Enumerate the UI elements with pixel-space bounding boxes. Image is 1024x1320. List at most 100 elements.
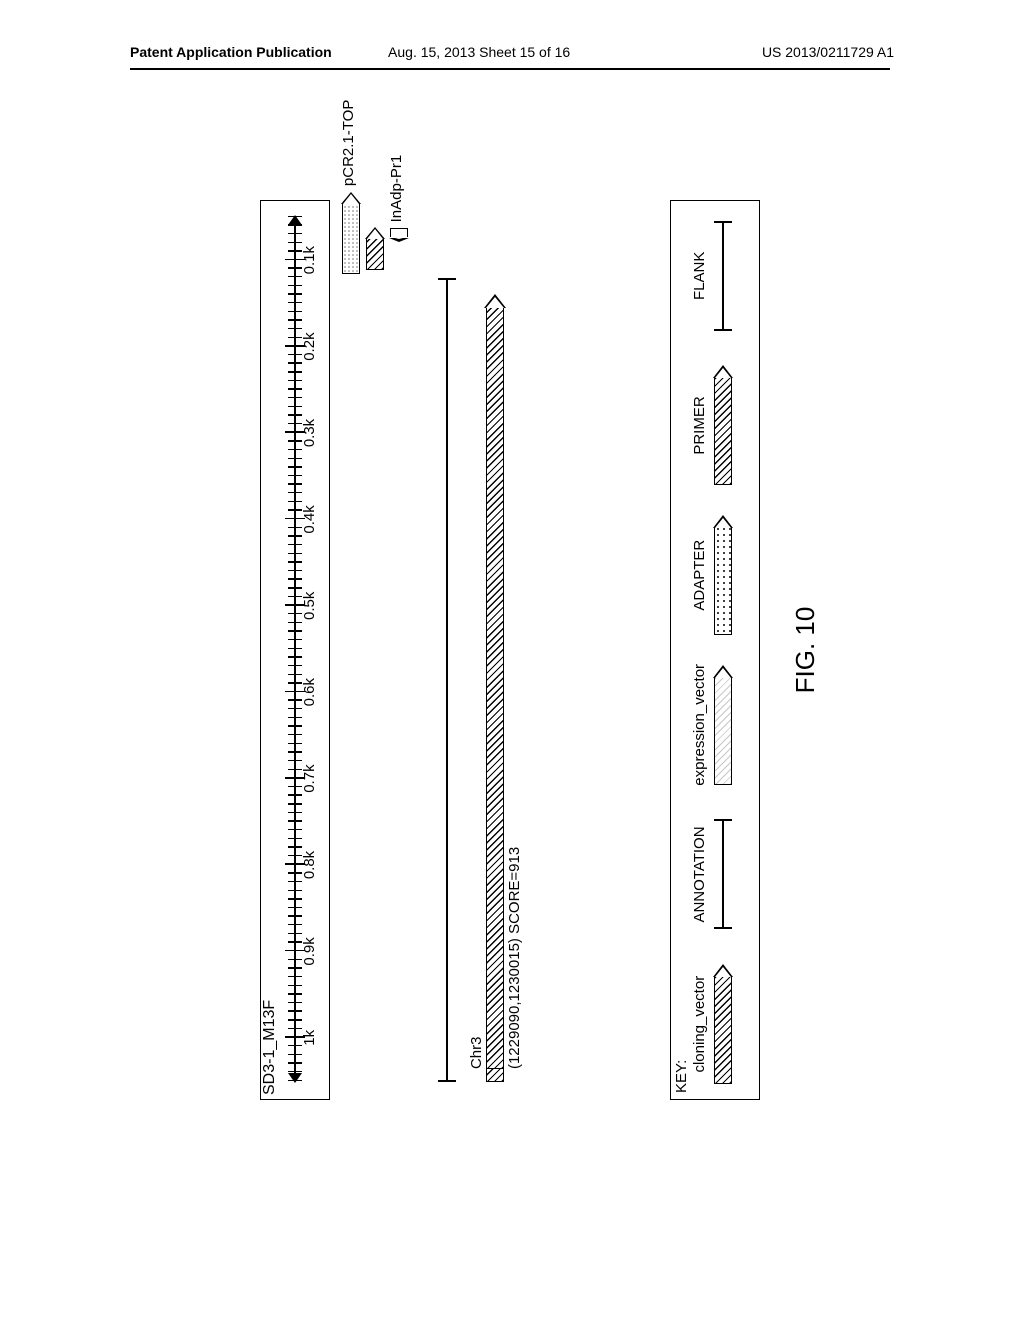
ruler-tick <box>288 976 302 977</box>
ruler-tick <box>288 933 302 934</box>
ruler-label: 0.2k <box>301 332 318 360</box>
ruler-tick <box>288 708 302 709</box>
ruler-tick <box>288 1011 302 1012</box>
ruler-tick <box>288 535 302 536</box>
ruler-tick <box>288 354 302 355</box>
key-item-label: cloning_vector <box>691 976 708 1073</box>
ruler-tick <box>288 967 302 968</box>
ruler-tick <box>288 769 302 770</box>
ruler-tick <box>288 682 302 683</box>
ruler-label: 0.8k <box>301 851 318 879</box>
ruler-tick <box>288 423 302 424</box>
ruler-tick <box>288 466 302 467</box>
ruler-tick <box>288 1019 302 1020</box>
ruler-tick <box>288 907 302 908</box>
ruler-labels: 1k0.9k0.8k0.7k0.6k0.5k0.4k0.3k0.2k0.1k <box>301 217 321 1081</box>
ruler-title: SD3-1_M13F <box>261 1000 279 1095</box>
ruler-tick <box>288 985 302 986</box>
key-item-label: PRIMER <box>691 396 708 454</box>
ruler-tick <box>288 613 302 614</box>
ruler-tick <box>288 656 302 657</box>
feature-unnamed <box>366 227 384 270</box>
ruler-tick <box>288 725 302 726</box>
key-flank-icon <box>714 221 732 331</box>
ruler-tick <box>288 328 302 329</box>
header-center: Aug. 15, 2013 Sheet 15 of 16 <box>388 44 641 60</box>
ruler-axis <box>285 217 297 1081</box>
ruler-tick <box>288 665 302 666</box>
ruler-tick <box>288 397 302 398</box>
ruler-tick <box>288 483 302 484</box>
ruler-tick <box>288 302 302 303</box>
ruler-tick <box>288 440 302 441</box>
key-item-FLANK: FLANK <box>691 207 732 345</box>
ruler-tick <box>288 371 302 372</box>
ruler-tick <box>288 872 302 873</box>
ruler-tick <box>288 406 302 407</box>
ruler-tick <box>288 553 302 554</box>
chr-range-label: (1229090,1230015) SCORE=913 <box>506 847 523 1069</box>
ruler-tick <box>288 561 302 562</box>
diagram-container: SD3-1_M13F 1k0.9k0.8k0.7k0.6k0.5k0.4k0.3… <box>260 200 760 1100</box>
key-arrow-icon <box>714 515 732 635</box>
ruler-label: 0.6k <box>301 678 318 706</box>
ruler-tick <box>288 743 302 744</box>
ruler-tick <box>288 993 302 994</box>
ruler-box: SD3-1_M13F 1k0.9k0.8k0.7k0.6k0.5k0.4k0.3… <box>260 200 330 1100</box>
ruler-tick <box>288 596 302 597</box>
key-item-label: expression_vector <box>691 664 708 786</box>
ruler-tick <box>288 734 302 735</box>
ruler-tick <box>288 380 302 381</box>
key-items: cloning_vector ANNOTATION expression_vecto… <box>691 207 732 1093</box>
ruler-tick <box>288 622 302 623</box>
ruler-tick <box>288 492 302 493</box>
ruler-tick <box>288 458 302 459</box>
key-item-expression_vector: expression_vector <box>691 656 732 794</box>
ruler-tick <box>288 674 302 675</box>
figure-caption: FIG. 10 <box>790 607 821 694</box>
ruler-tick <box>288 855 302 856</box>
ruler-tick <box>288 1080 302 1081</box>
ruler-tick <box>288 414 302 415</box>
ruler-tick <box>288 1002 302 1003</box>
chr-label: Chr3 <box>468 1037 485 1070</box>
feature-pCR2.1-TOP <box>342 192 360 274</box>
feature-label: InAdp-Pr1 <box>388 155 405 223</box>
ruler-label: 0.5k <box>301 592 318 620</box>
ruler-tick <box>288 233 302 234</box>
ruler-tick <box>288 915 302 916</box>
ruler-tick <box>288 1062 302 1063</box>
ruler-tick <box>288 285 302 286</box>
key-flank-icon <box>714 820 732 930</box>
key-item-ANNOTATION: ANNOTATION <box>691 806 732 944</box>
key-item-label: FLANK <box>691 252 708 300</box>
ruler-tick <box>288 898 302 899</box>
ruler-tick <box>288 509 302 510</box>
header-right: US 2013/0211729 A1 <box>641 44 894 60</box>
ruler-tick <box>288 1054 302 1055</box>
ruler-tick <box>288 475 302 476</box>
ruler-tick <box>288 639 302 640</box>
ruler-tick <box>288 717 302 718</box>
feature-InAdp-Pr1 <box>390 228 408 242</box>
ruler-tick <box>288 941 302 942</box>
ruler-tick <box>288 293 302 294</box>
ruler-label: 0.7k <box>301 764 318 792</box>
key-arrow-icon <box>714 964 732 1084</box>
ruler-tick <box>288 337 302 338</box>
ruler-tick <box>288 267 302 268</box>
key-item-PRIMER: PRIMER <box>691 357 732 495</box>
ruler-tick <box>288 890 302 891</box>
chr-row: Chr3 (1229090,1230015) SCORE=913 <box>470 200 530 1100</box>
ruler-tick <box>288 630 302 631</box>
key-item-cloning_vector: cloning_vector <box>691 955 732 1093</box>
key-item-ADAPTER: ADAPTER <box>691 506 732 644</box>
ruler-tick <box>288 544 302 545</box>
ruler-label: 0.4k <box>301 505 318 533</box>
ruler-tick <box>288 311 302 312</box>
ruler-tick <box>288 795 302 796</box>
ruler-tick <box>288 570 302 571</box>
ruler-tick <box>288 242 302 243</box>
ruler-tick <box>288 760 302 761</box>
ruler-tick <box>288 579 302 580</box>
